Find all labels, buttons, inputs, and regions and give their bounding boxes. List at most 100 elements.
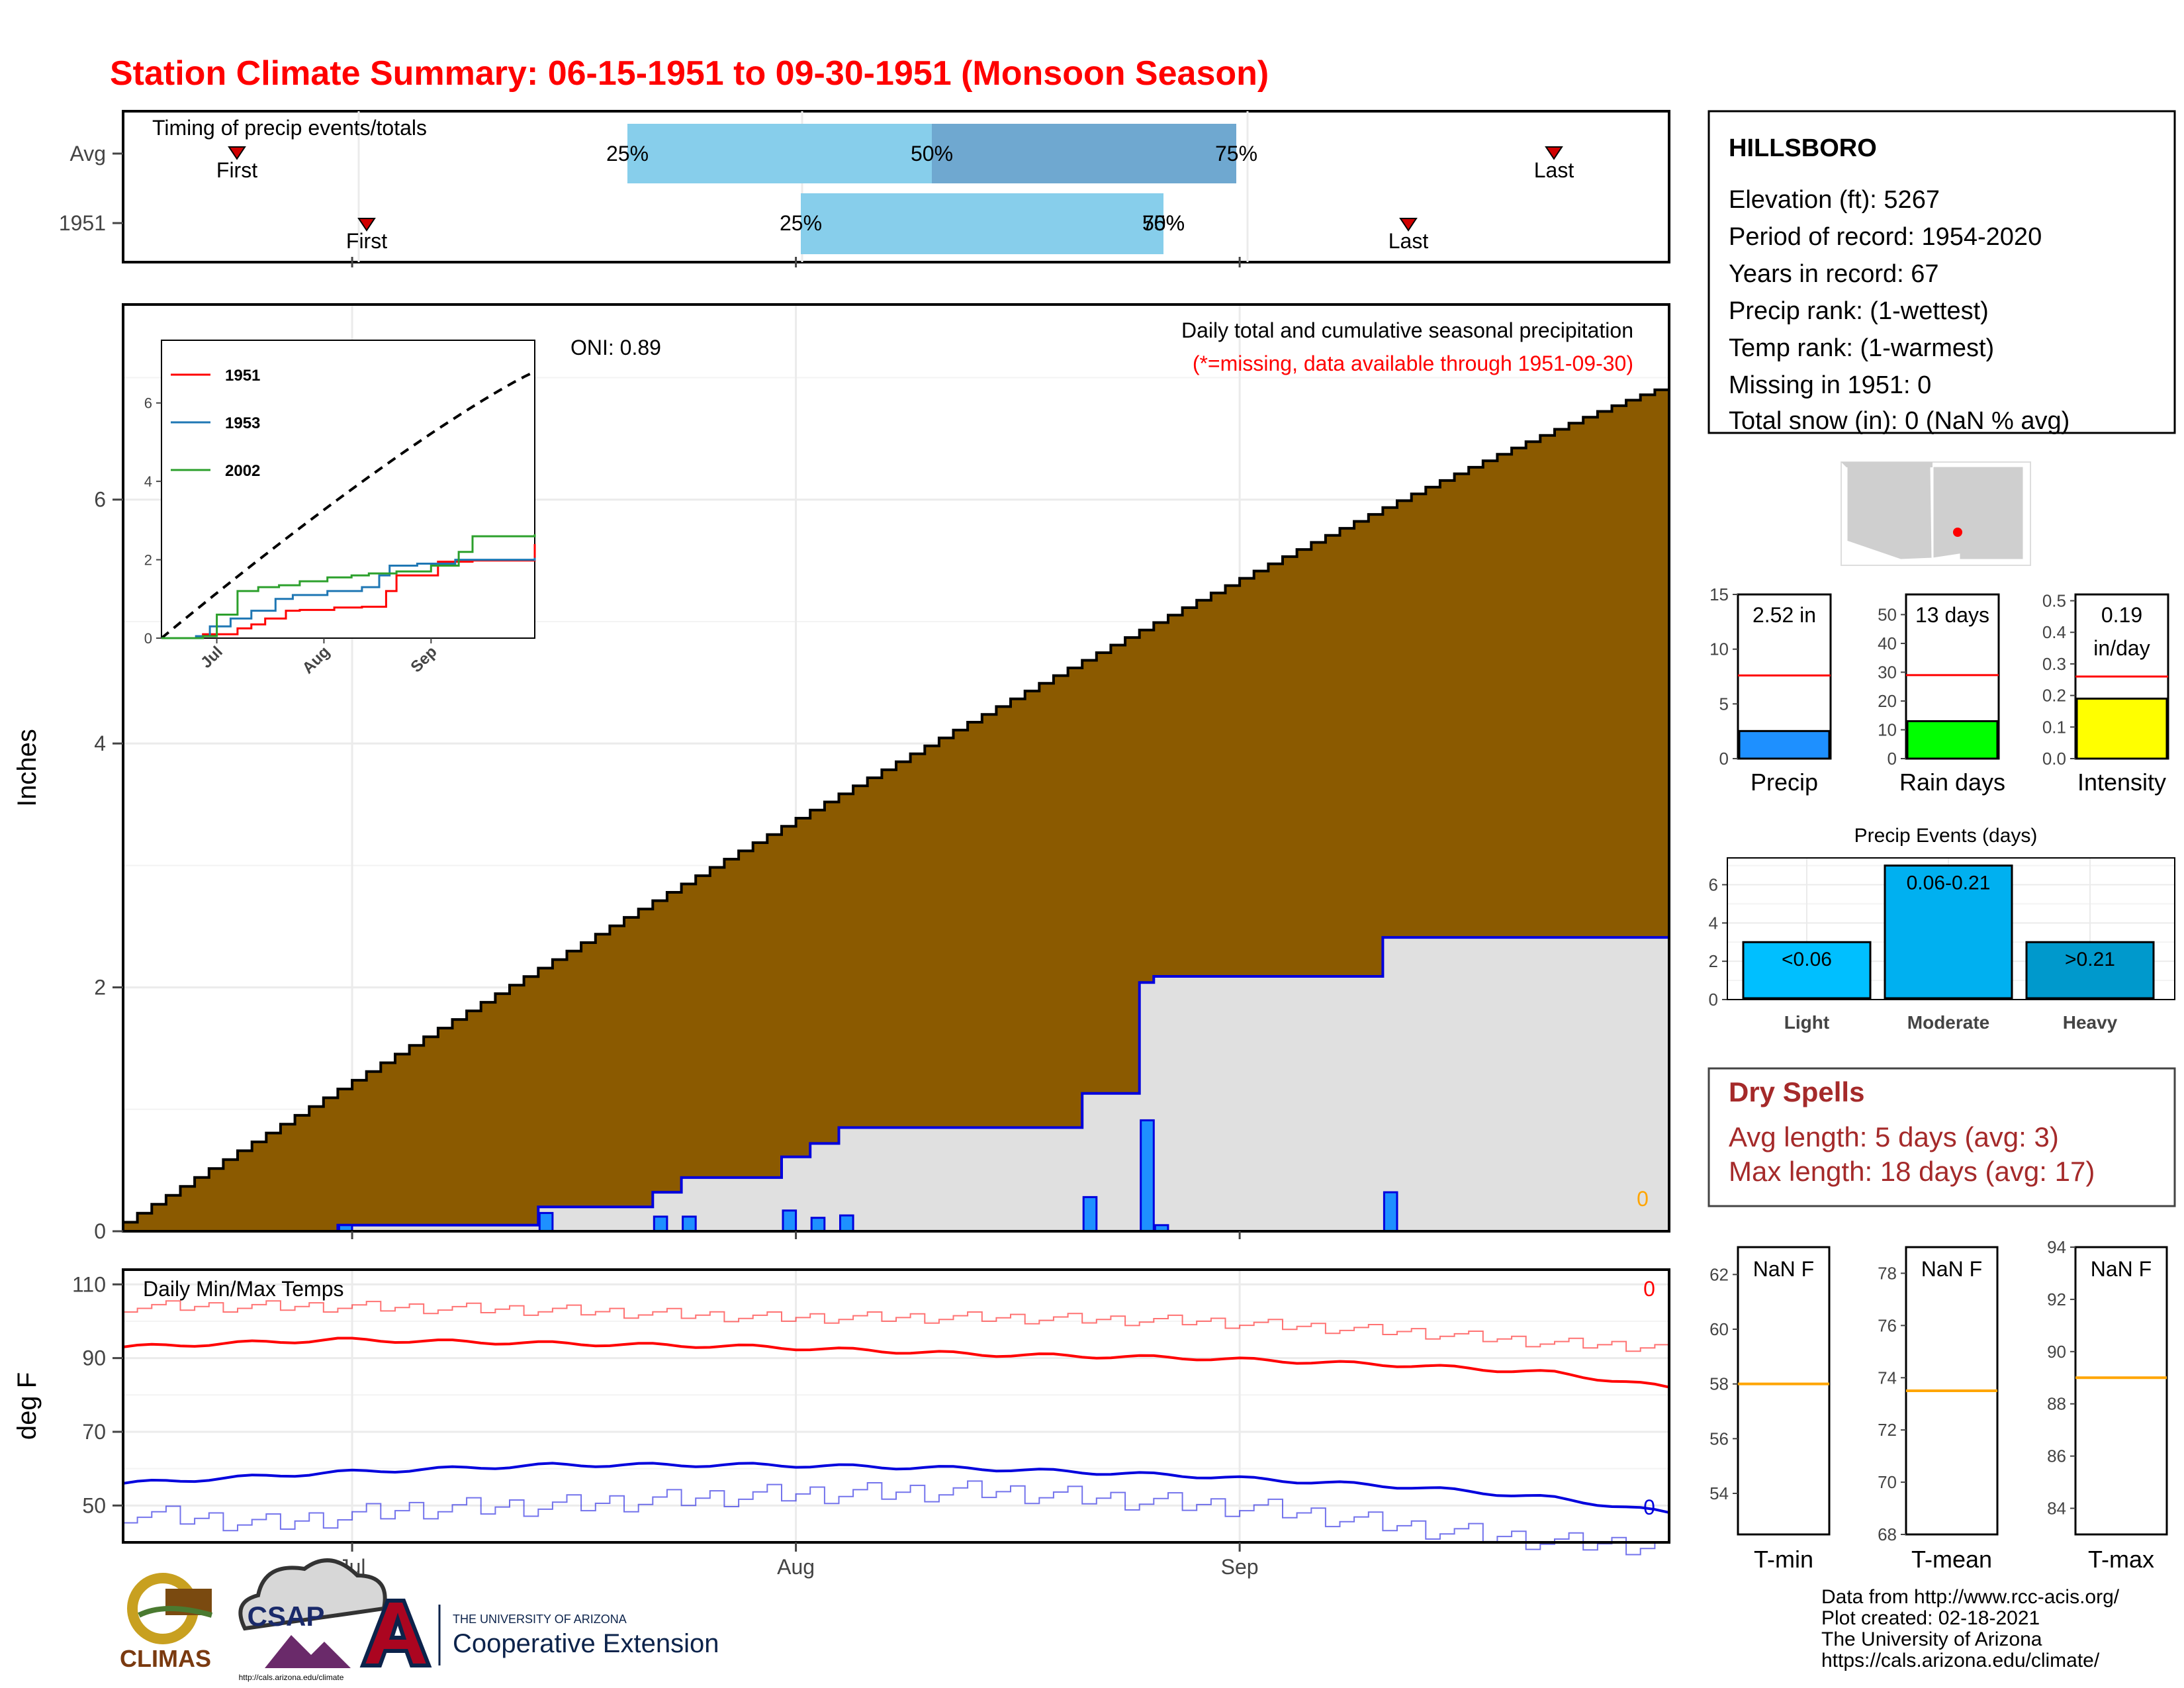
climas-swoosh-icon <box>138 1606 213 1618</box>
temp-label: Daily Min/Max Temps <box>143 1277 343 1301</box>
precip-ytick-label: 4 <box>94 731 106 755</box>
credit-line-3: The University of Arizona <box>1821 1628 2042 1650</box>
gauge-tick-label: 20 <box>1878 691 1897 711</box>
gauge-tick-label: 0.0 <box>2042 749 2066 769</box>
temp-gauge-tick-label: 78 <box>1878 1263 1897 1283</box>
temp-gauge-value-label: NaN F <box>1921 1257 1982 1281</box>
temp-gauge-tick-label: 60 <box>1709 1319 1729 1339</box>
credit-line-4: https://cals.arizona.edu/climate/ <box>1821 1650 2100 1671</box>
events-bar-label: 0.06-0.21 <box>1907 872 1991 894</box>
temp-gauge-t-max: 84 86 88 90 92 94 NaN F T-max <box>2047 1237 2168 1573</box>
temp-ytick-label: 70 <box>82 1420 106 1444</box>
csap-logo: CSAP http://cals.arizona.edu/climate <box>238 1558 387 1682</box>
year-last-label: Last <box>1388 229 1429 253</box>
inset-avg-line <box>160 370 535 639</box>
inset-ytick-label: 4 <box>144 473 152 490</box>
avg-q75-label: 75% <box>1215 142 1257 165</box>
avg-q25-label: 25% <box>606 142 649 165</box>
daily-precip-bar <box>1140 1119 1155 1233</box>
timing-row-avg: Avg <box>69 142 106 165</box>
temp-gauge-tick-label: 70 <box>1878 1472 1897 1492</box>
page-title: Station Climate Summary: 06-15-1951 to 0… <box>110 54 1269 93</box>
ua-big-text: Cooperative Extension <box>453 1629 719 1658</box>
temp-gauges: 54 56 58 60 62 NaN F T-min 68 70 72 74 76 78 NaN F T-m… <box>1709 1237 2168 1573</box>
temp-gauge-tick-label: 74 <box>1878 1368 1897 1387</box>
avg-last-label: Last <box>1534 158 1574 182</box>
year-q50-label: 50% <box>1142 211 1185 235</box>
gauge-value-label: 2.52 in <box>1752 603 1816 627</box>
avg-q50-label: 50% <box>911 142 953 165</box>
gauge-value-bar <box>1906 720 1999 760</box>
cumulative-1951-area <box>123 936 1670 1233</box>
precip-ytick-label: 6 <box>94 488 106 512</box>
temp-y-axis: 50 70 90 110 <box>72 1272 123 1517</box>
daily-precip-bar <box>538 1211 554 1233</box>
gauge-name: Intensity <box>2077 769 2166 796</box>
gauge-tick-label: 15 <box>1709 585 1729 604</box>
avg-q25-q50-bar <box>627 124 932 183</box>
locator-map <box>1841 461 2031 566</box>
daily-precip-bar <box>1383 1191 1398 1233</box>
station-line-temp-rank: Temp rank: (1-warmest) <box>1729 334 1994 362</box>
year-q75-label: 75% <box>1142 211 1185 235</box>
events-ytick-label: 0 <box>1709 990 1718 1009</box>
temp-ylabel: deg F <box>13 1372 42 1440</box>
csap-url-text: http://cals.arizona.edu/climate <box>239 1673 344 1682</box>
temp-ytick-label: 110 <box>72 1272 106 1296</box>
temp-gauge-value-label: NaN F <box>2091 1257 2152 1281</box>
precip-title: Daily total and cumulative seasonal prec… <box>1181 318 1633 342</box>
ua-small-text: THE UNIVERSITY OF ARIZONA <box>453 1613 627 1626</box>
events-bar-label: >0.21 <box>2065 949 2115 970</box>
temp-ytick-label: 90 <box>82 1346 106 1370</box>
timing-label: Timing of precip events/totals <box>152 116 427 140</box>
tmin-avg-line <box>122 1462 1670 1514</box>
events-bar-moderate <box>1884 865 2013 1000</box>
tmax-record-line <box>123 1300 1670 1352</box>
temp-gauge-tick-label: 92 <box>2047 1289 2066 1309</box>
avg-q50-q75-bar <box>932 124 1236 183</box>
xtick-label: Sep <box>1221 1555 1259 1579</box>
temp-gauge-frame <box>1737 1246 1831 1536</box>
dry-spells-max: Max length: 18 days (avg: 17) <box>1729 1156 2095 1187</box>
temp-gauge-tick-label: 90 <box>2047 1342 2066 1362</box>
temp-panel: 50 70 90 110 deg F Daily Min/Max Temps 0 0 … <box>13 257 1670 1579</box>
events-category-label: Heavy <box>2063 1012 2118 1033</box>
temp-gauge-name: T-max <box>2088 1546 2154 1573</box>
temp-gauge-name: T-mean <box>1911 1546 1992 1573</box>
inset-legend-label: 2002 <box>225 462 260 480</box>
temp-gauge-value-label: NaN F <box>1753 1257 1814 1281</box>
gauge-tick-label: 10 <box>1878 720 1897 739</box>
temp-missing-min: 0 <box>1643 1495 1655 1519</box>
station-line-years: Years in record: 67 <box>1729 260 1939 288</box>
gauge-value-unit: in/day <box>2093 636 2150 660</box>
gauge-tick-label: 0.1 <box>2042 717 2066 737</box>
gauge-rain-days: 0 10 20 30 40 50 13 days Rain days <box>1878 593 2005 796</box>
temp-gauge-tick-label: 86 <box>2047 1446 2066 1466</box>
station-info-box: HILLSBORO Elevation (ft): 5267 Period of… <box>1707 110 2176 435</box>
gauge-value-label: 0.19 <box>2101 603 2142 627</box>
station-line-snow: Total snow (in): 0 (NaN % avg) <box>1729 407 2070 435</box>
inset-ytick-label: 0 <box>144 630 152 647</box>
precip-panel: 0 2 4 6 Inches Daily total and cumulative s… <box>13 303 1670 1243</box>
dry-spells-title: Dry Spells <box>1729 1076 1864 1107</box>
temp-gauge-t-min: 54 56 58 60 62 NaN F T-min <box>1709 1246 1831 1573</box>
xtick-label: Aug <box>777 1555 815 1579</box>
daily-precip-bar <box>782 1209 797 1233</box>
gauge-tick-label: 0.5 <box>2042 591 2066 611</box>
station-line-period: Period of record: 1954-2020 <box>1729 223 2042 251</box>
gauge-name: Rain days <box>1899 769 2005 796</box>
temp-gauge-tick-label: 68 <box>1878 1524 1897 1544</box>
station-line-missing: Missing in 1951: 0 <box>1729 371 1931 399</box>
year-q25-q75-bar <box>801 193 1163 254</box>
credits: Data from http://www.rcc-acis.org/ Plot … <box>1821 1586 2120 1671</box>
daily-precip-bar <box>653 1215 668 1233</box>
timing-panel: Timing of precip events/totals Avg 1951 … <box>59 110 1670 263</box>
gauge-value-label: 13 days <box>1915 603 1989 627</box>
climas-logo: CLIMAS <box>120 1573 213 1672</box>
avg-last-marker <box>1545 146 1563 160</box>
inset-legend: 1951 1953 2002 <box>171 367 260 480</box>
daily-precip-bar <box>810 1217 826 1233</box>
avg-first-label: First <box>216 158 257 182</box>
